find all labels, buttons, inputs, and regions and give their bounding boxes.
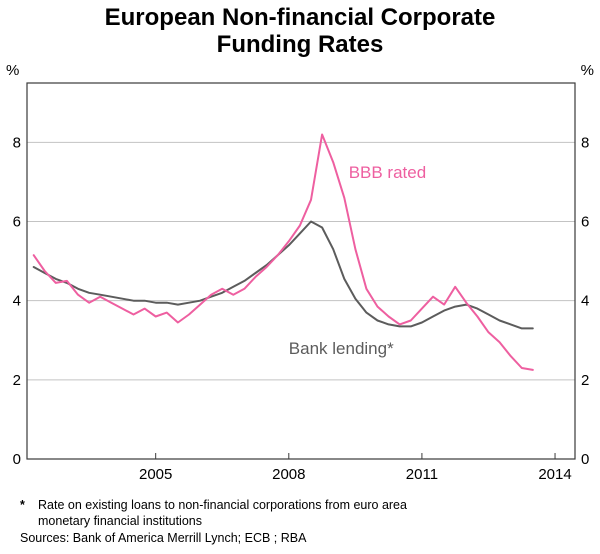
y-axis-unit-right: % — [581, 62, 594, 79]
x-tick-label-2011: 2011 — [406, 466, 438, 483]
bank-lending-line — [32, 220, 534, 330]
chart-canvas: 0 0 2 2 4 4 6 6 8 8% % 2005 2008 2011 2014 BBB rated Ban… — [6, 62, 594, 483]
y-tick-label-right-0: 0 — [581, 451, 589, 468]
y-tick-label-right-6: 6 — [581, 213, 589, 230]
y-tick-label-right-8: 8 — [581, 134, 589, 151]
footnote-line1: Rate on existing loans to non-financial … — [38, 497, 407, 512]
y-tick-label-left-8: 8 — [13, 134, 21, 151]
chart-area: 0 0 2 2 4 4 6 6 8 8%% 2005 2008 2011 2014 BBB rated Ban… — [0, 59, 600, 495]
y-axis-unit-left: % — [6, 62, 19, 79]
x-tick-label-2005: 2005 — [139, 466, 172, 483]
chart-title-line2: Funding Rates — [216, 30, 384, 58]
series-label-bank-lending: Bank lending* — [289, 339, 394, 358]
y-tick-label-left-0: 0 — [13, 451, 21, 468]
x-tick-label-2014: 2014 — [538, 466, 571, 483]
bbb-rated-line — [32, 133, 534, 371]
sources-line: Sources: Bank of America Merrill Lynch; … — [20, 531, 307, 546]
chart-title: European Non-financial Corporate Funding… — [0, 0, 600, 59]
x-tick-label-2008: 2008 — [272, 466, 305, 483]
footnote-block: * Rate on existing loans to non-financia… — [0, 495, 600, 547]
y-tick-label-right-4: 4 — [581, 292, 589, 309]
y-tick-label-left-6: 6 — [13, 213, 21, 230]
series-label-bbb-rated: BBB rated — [349, 163, 427, 182]
chart-title-line1: European Non-financial Corporate — [104, 4, 496, 31]
footnote-marker: * — [20, 497, 25, 512]
plot-border — [26, 82, 576, 460]
y-tick-label-left-4: 4 — [13, 292, 21, 309]
footnote-line2: monetary financial institutions — [38, 514, 202, 528]
footnote-text: Rate on existing loans to non-financial … — [38, 497, 586, 530]
y-tick-label-left-2: 2 — [13, 372, 21, 389]
y-tick-label-right-2: 2 — [581, 372, 589, 389]
